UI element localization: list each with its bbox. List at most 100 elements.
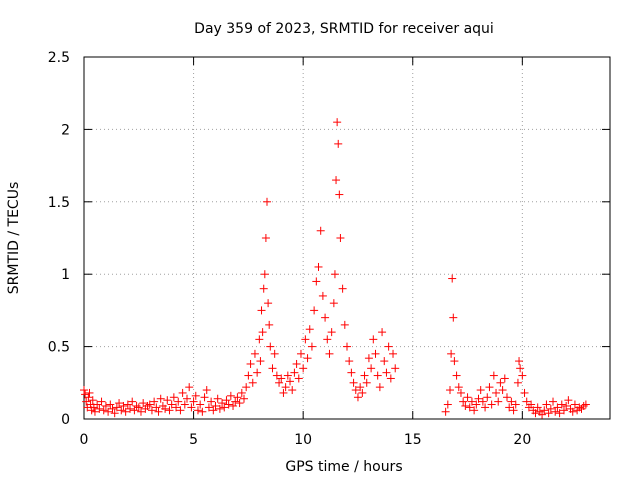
data-point — [231, 397, 240, 406]
data-point — [364, 354, 373, 363]
data-point — [147, 406, 156, 415]
data-point — [292, 359, 301, 368]
data-point — [237, 388, 246, 397]
y-tick-label: 0.5 — [48, 340, 70, 356]
y-tick-label: 2.5 — [48, 50, 70, 66]
data-point — [522, 397, 531, 406]
data-point — [191, 391, 200, 400]
data-point — [367, 364, 376, 373]
data-point — [169, 393, 178, 402]
data-point — [196, 400, 205, 409]
data-point — [318, 291, 327, 300]
data-point — [242, 383, 251, 392]
data-point — [369, 335, 378, 344]
data-point — [505, 403, 514, 412]
data-point — [277, 374, 286, 383]
data-point — [332, 176, 341, 185]
data-point — [264, 299, 273, 308]
data-point — [386, 374, 395, 383]
data-point — [303, 354, 312, 363]
data-point — [347, 368, 356, 377]
data-point — [516, 364, 525, 373]
data-point — [483, 393, 492, 402]
data-point — [301, 335, 310, 344]
data-point — [172, 403, 181, 412]
data-point — [533, 403, 542, 412]
data-point — [478, 397, 487, 406]
data-point — [112, 403, 121, 412]
x-tick-label: 10 — [294, 432, 312, 448]
data-point — [496, 378, 505, 387]
data-point — [307, 342, 316, 351]
data-point — [476, 386, 485, 395]
data-point — [220, 403, 229, 412]
data-point — [310, 306, 319, 315]
data-point — [150, 397, 159, 406]
data-point — [330, 270, 339, 279]
data-point — [283, 371, 292, 380]
data-point — [115, 399, 124, 408]
data-point — [459, 397, 468, 406]
x-tick-label: 5 — [189, 432, 198, 448]
plot-frame — [83, 56, 611, 420]
data-point — [183, 394, 192, 403]
data-point — [456, 388, 465, 397]
data-point — [305, 325, 314, 334]
data-point — [259, 284, 268, 293]
data-point — [492, 388, 501, 397]
data-point — [316, 226, 325, 235]
data-point — [559, 406, 568, 415]
chart-title: Day 359 of 2023, SRMTID for receiver aqu… — [194, 21, 494, 37]
data-point — [570, 400, 579, 409]
data-point — [90, 407, 99, 416]
data-point — [154, 407, 163, 416]
data-point — [256, 357, 265, 366]
data-point — [215, 404, 224, 413]
data-point — [321, 313, 330, 322]
data-point — [557, 400, 566, 409]
data-point — [209, 406, 218, 415]
data-point — [329, 299, 338, 308]
data-point — [568, 407, 577, 416]
y-axis-label: SRMTID / TECUs — [6, 182, 22, 295]
data-point — [449, 313, 458, 322]
data-point — [340, 320, 349, 329]
data-point — [198, 407, 207, 416]
data-point — [117, 406, 126, 415]
grid — [84, 57, 610, 419]
data-point — [163, 396, 172, 405]
data-point — [222, 396, 231, 405]
data-point — [325, 349, 334, 358]
data-point — [373, 371, 382, 380]
data-point — [507, 397, 516, 406]
data-point — [489, 371, 498, 380]
data-point — [178, 388, 187, 397]
data-point — [467, 397, 476, 406]
data-point — [167, 400, 176, 409]
y-tick-label: 1 — [61, 267, 70, 283]
data-point — [447, 349, 456, 358]
data-point — [465, 403, 474, 412]
data-point — [263, 197, 272, 206]
data-point — [500, 374, 509, 383]
data-point — [88, 396, 97, 405]
data-point — [233, 393, 242, 402]
data-point — [130, 406, 139, 415]
data-point — [481, 403, 490, 412]
data-point — [80, 386, 88, 395]
data-point — [362, 378, 371, 387]
data-point — [202, 386, 211, 395]
data-point — [487, 400, 496, 409]
data-point — [562, 401, 571, 410]
data-point — [356, 383, 365, 392]
data-point — [257, 306, 266, 315]
data-point — [255, 335, 264, 344]
data-point — [564, 396, 573, 405]
y-tick-label: 0 — [61, 412, 70, 428]
data-point — [248, 378, 257, 387]
data-point — [145, 400, 154, 409]
x-tick-label: 0 — [80, 432, 89, 448]
data-point — [382, 368, 391, 377]
data-point — [82, 397, 91, 406]
data-point — [581, 400, 590, 409]
